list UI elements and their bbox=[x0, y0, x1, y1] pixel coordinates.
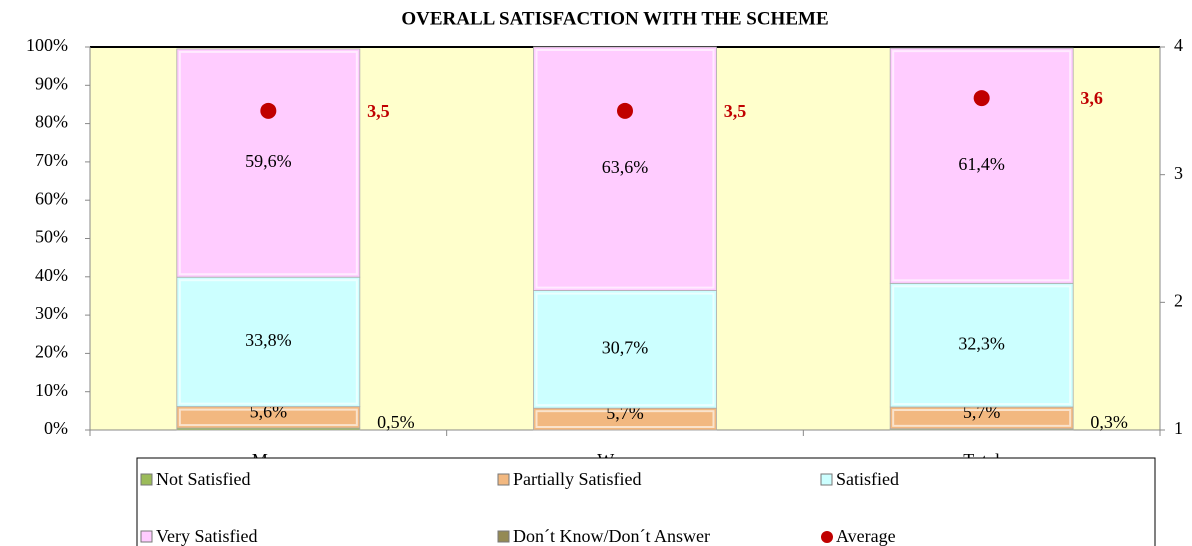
bar-segment bbox=[889, 47, 1074, 284]
bar-segment bbox=[889, 282, 1074, 408]
y2-tick-label: 1 bbox=[1174, 418, 1183, 438]
bar-bevel bbox=[892, 50, 1072, 282]
y2-tick-label: 2 bbox=[1174, 290, 1183, 310]
bar-bevel bbox=[535, 410, 715, 429]
average-label: 3,6 bbox=[1080, 88, 1103, 108]
legend-swatch bbox=[140, 530, 153, 543]
y-tick-label: 90% bbox=[35, 73, 68, 93]
y-tick-label: 30% bbox=[35, 303, 68, 323]
legend-swatch bbox=[497, 473, 510, 486]
bar-bevel bbox=[535, 292, 715, 407]
bar-segment bbox=[533, 290, 717, 409]
y2-tick-label: 3 bbox=[1174, 163, 1183, 183]
legend-swatch bbox=[820, 473, 833, 486]
bar-bevel bbox=[535, 49, 715, 289]
legend-label: Average bbox=[836, 526, 896, 546]
y-tick-label: 0% bbox=[44, 418, 68, 438]
bar-bevel bbox=[892, 285, 1072, 406]
legend-swatch bbox=[140, 473, 153, 486]
value-label: 33,8% bbox=[245, 330, 292, 350]
legend-label: Satisfied bbox=[836, 469, 899, 489]
legend-box bbox=[136, 457, 1156, 546]
legend-label: Don´t Know/Don´t Answer bbox=[513, 526, 710, 546]
bar-segment bbox=[176, 48, 361, 278]
average-label: 3,5 bbox=[367, 101, 390, 121]
y-tick-label: 20% bbox=[35, 342, 68, 362]
value-label: 0,3% bbox=[1090, 412, 1128, 432]
bar-bevel bbox=[178, 50, 358, 276]
average-label: 3,5 bbox=[724, 101, 747, 121]
legend-label: Partially Satisfied bbox=[513, 469, 641, 489]
y2-tick-label: 4 bbox=[1174, 35, 1183, 55]
legend-label: Not Satisfied bbox=[156, 469, 251, 489]
legend-label: Very Satisfied bbox=[156, 526, 257, 546]
y-tick-label: 60% bbox=[35, 188, 68, 208]
y-tick-label: 10% bbox=[35, 380, 68, 400]
y-tick-label: 40% bbox=[35, 265, 68, 285]
value-label: 59,6% bbox=[245, 151, 292, 171]
y-tick-label: 100% bbox=[26, 35, 68, 55]
average-marker bbox=[617, 102, 633, 119]
y-tick-label: 80% bbox=[35, 112, 68, 132]
bar-segment bbox=[176, 276, 361, 408]
bar-bevel bbox=[178, 279, 358, 405]
bar-segment bbox=[533, 46, 717, 291]
bar-bevel bbox=[178, 408, 358, 427]
value-label: 0,5% bbox=[377, 412, 415, 432]
value-label: 32,3% bbox=[958, 333, 1005, 353]
legend-swatch bbox=[497, 530, 510, 543]
average-marker bbox=[260, 102, 277, 119]
chart-title: OVERALL SATISFACTION WITH THE SCHEME bbox=[401, 8, 828, 29]
value-label: 30,7% bbox=[602, 338, 649, 358]
y-tick-label: 50% bbox=[35, 227, 68, 247]
legend-marker bbox=[821, 531, 833, 543]
y-tick-label: 70% bbox=[35, 150, 68, 170]
value-label: 63,6% bbox=[602, 157, 649, 177]
average-marker bbox=[973, 90, 990, 107]
bar-bevel bbox=[892, 409, 1072, 427]
value-label: 61,4% bbox=[958, 154, 1005, 174]
